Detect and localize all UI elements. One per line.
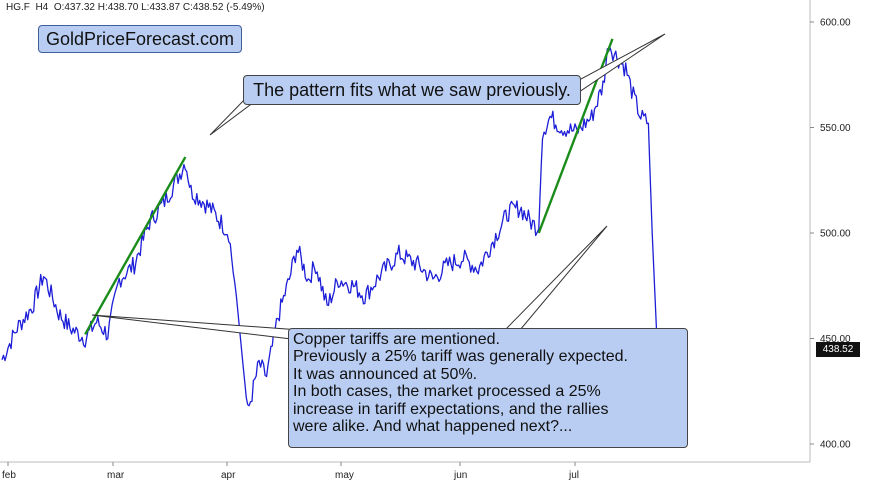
price-series (1, 47, 663, 407)
callout-line: Previously a 25% tariff was generally ex… (293, 348, 628, 366)
ticker-open: O:437.32 (53, 2, 95, 13)
ticker-interval: H4 (35, 2, 49, 13)
y-tick-label: 450.00 (820, 334, 851, 345)
ticker-high: H:438.70 (97, 2, 139, 13)
x-tick-label: may (335, 470, 354, 481)
callout-pointers (91, 33, 666, 341)
callout-line: It was announced at 50%. (293, 365, 478, 383)
ticker-change: (-5.49%) (226, 2, 265, 13)
price-line (1, 47, 663, 407)
y-tick-label: 500.00 (820, 229, 851, 240)
callout-tariffs: Copper tariffs are mentioned. Previously… (288, 328, 688, 448)
last-price-label: 438.52 (816, 342, 860, 357)
x-axis: feb mar apr may jun jul (0, 461, 810, 481)
y-tick-label: 550.00 (820, 123, 851, 134)
callout-pointer (503, 225, 608, 331)
callout-line: increase in tariff expectations, and the… (293, 400, 609, 418)
brand-watermark-box: GoldPriceForecast.com (38, 25, 242, 53)
x-tick-label: apr (221, 470, 236, 481)
ticker-close: C:438.52 (182, 2, 224, 13)
ticker-symbol: HG.F (6, 2, 30, 13)
x-tick-label: mar (107, 470, 125, 481)
callout-pattern: The pattern fits what we saw previously. (243, 75, 581, 105)
callout-line: Copper tariffs are mentioned. (293, 331, 500, 348)
y-axis: 600.00 550.00 500.00 450.00 400.00 (809, 0, 851, 462)
callout-line: In both cases, the market processed a 25… (293, 383, 601, 401)
ticker-header: HG.F H4 O:437.32 H:438.70 L:433.87 C:438… (6, 2, 265, 13)
x-tick-label: jun (453, 470, 467, 481)
ticker-low: L:433.87 (141, 2, 181, 13)
x-tick-label: feb (2, 470, 16, 481)
trend-line (84, 156, 187, 335)
callout-pointer (91, 314, 301, 341)
y-tick-label: 600.00 (820, 18, 851, 29)
callout-line: were alike. And what happened next?... (293, 418, 573, 436)
x-tick-label: jul (568, 470, 579, 481)
y-tick-label: 400.00 (820, 440, 851, 451)
callout-pointer (578, 33, 666, 93)
